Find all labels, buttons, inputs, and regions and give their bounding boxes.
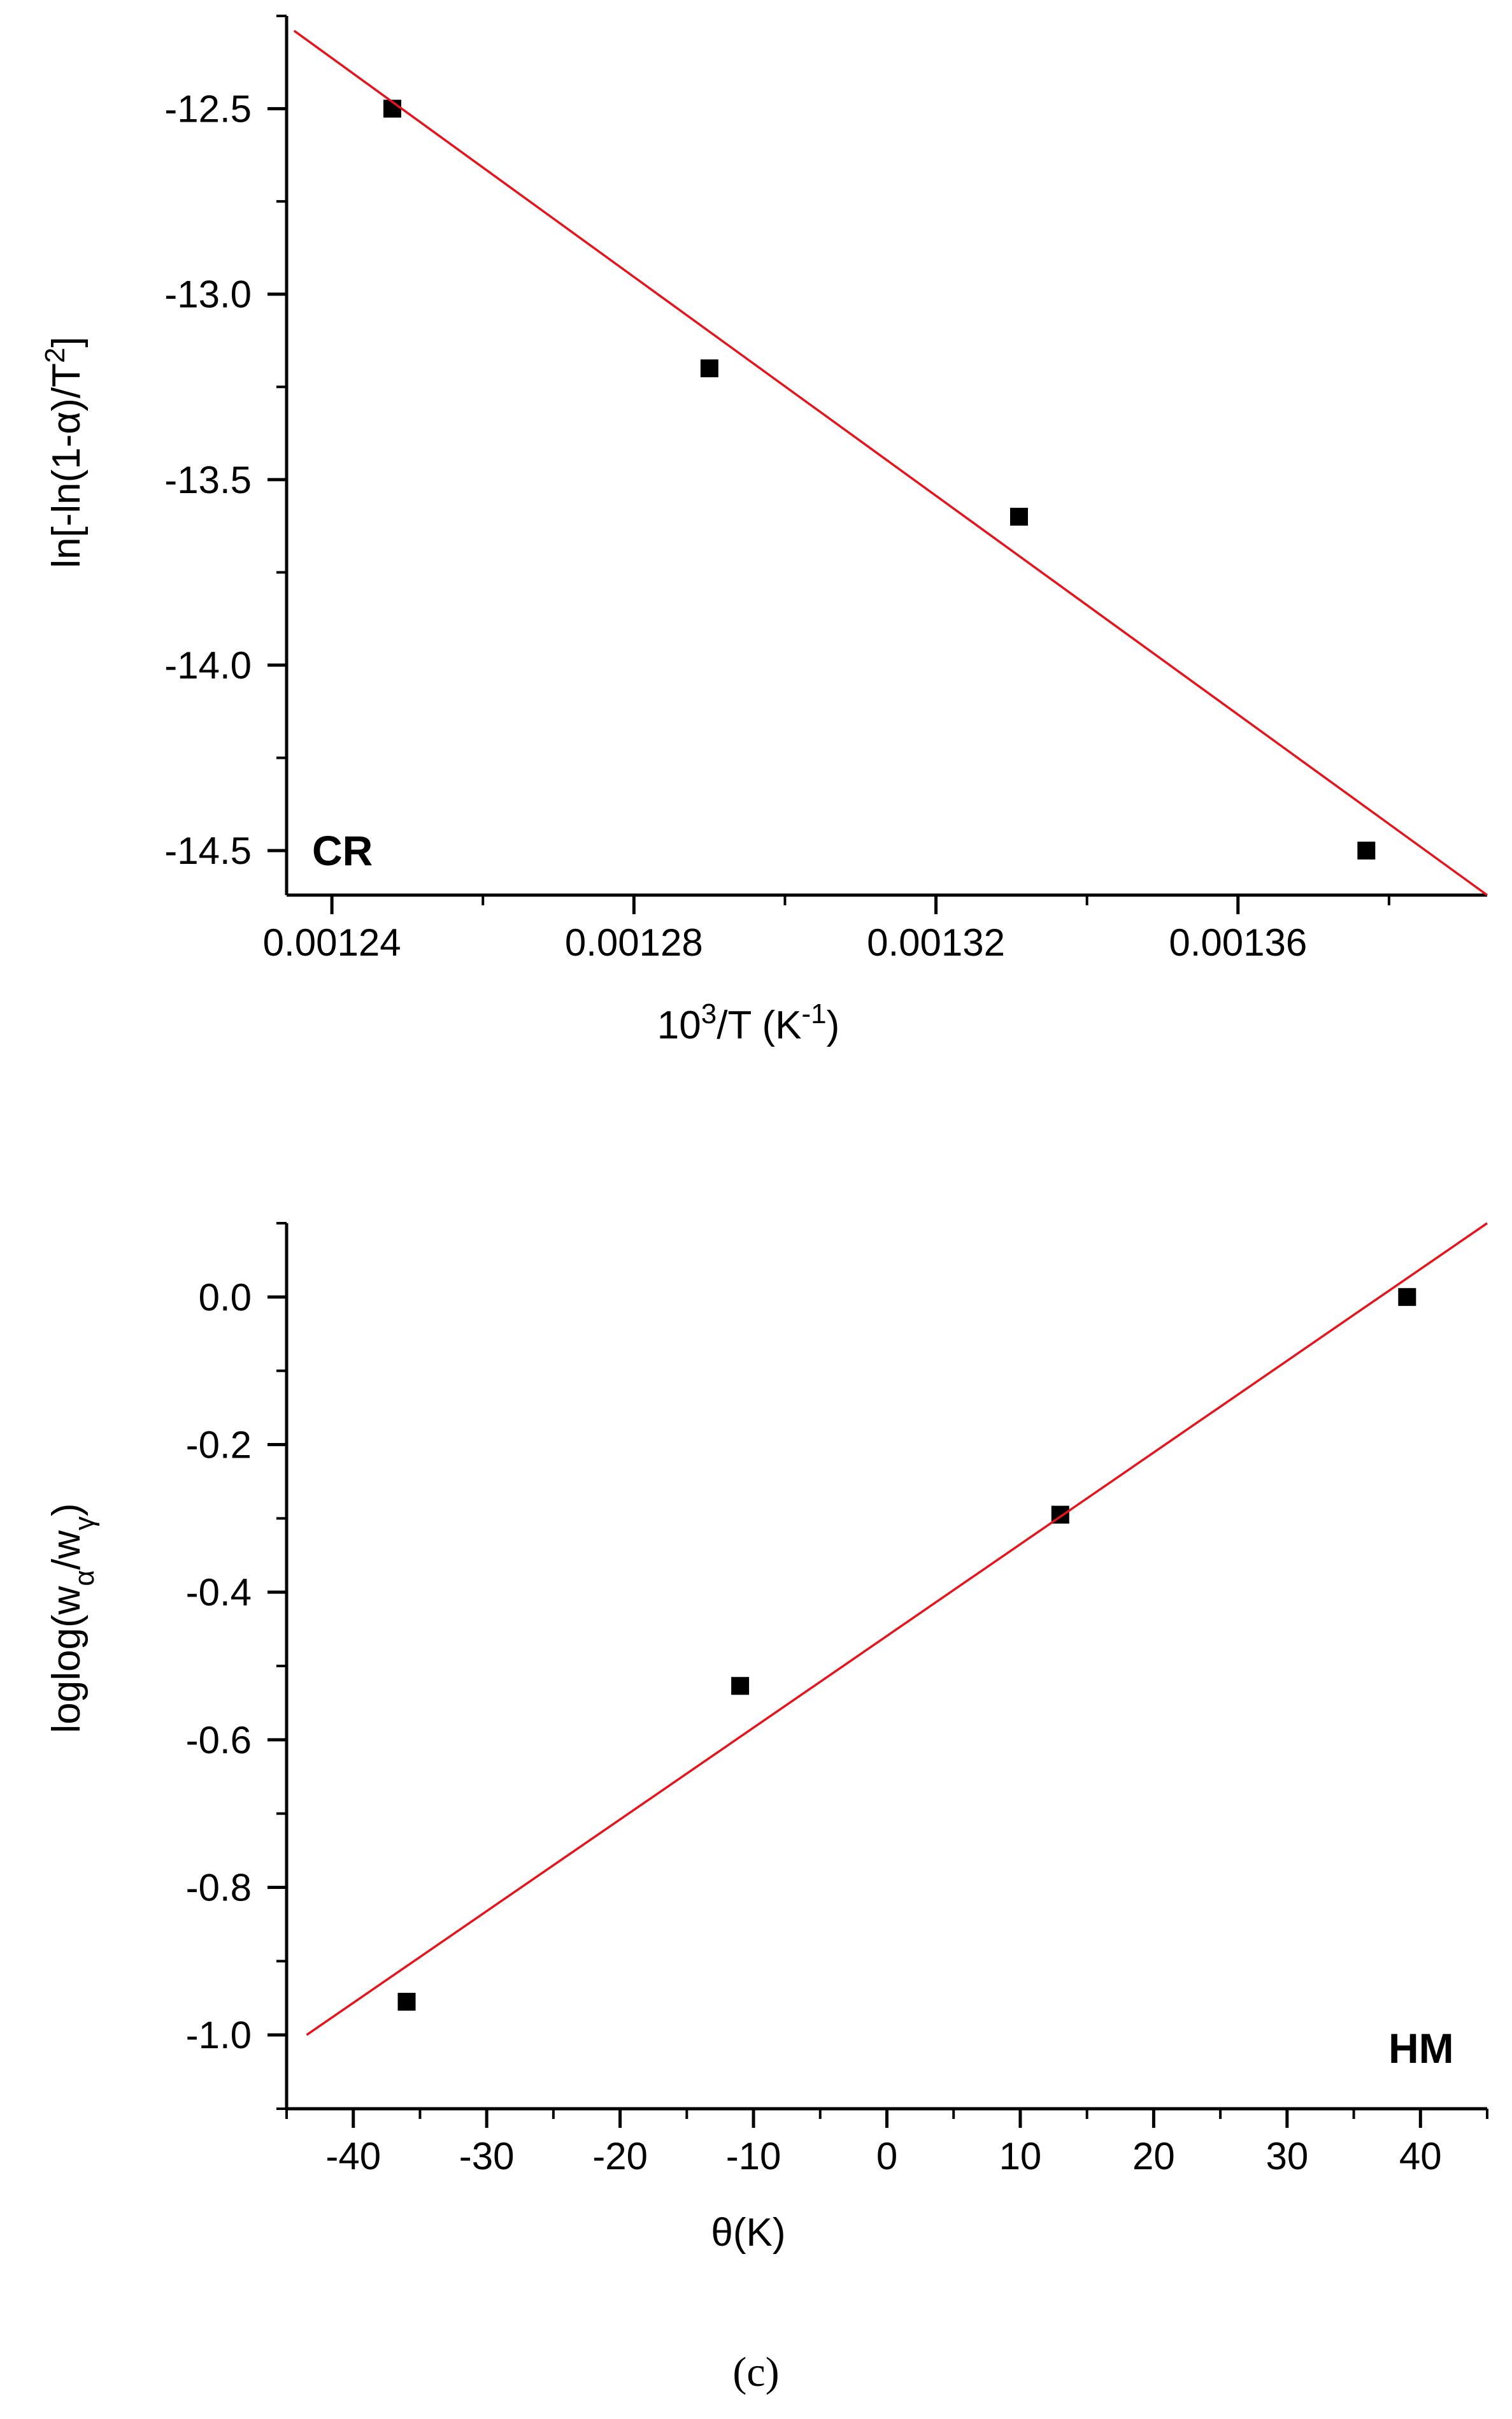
figure-caption: (c) (732, 2349, 779, 2395)
cr-y-tick-label: -13.0 (164, 273, 252, 316)
cr-x-tick-label: 0.00128 (565, 921, 703, 964)
hm-y-tick-label: -0.4 (186, 1571, 252, 1614)
cr-x-tick-label: 0.00136 (1169, 921, 1307, 964)
cr-data-point (700, 359, 718, 378)
hm-data-point (397, 1993, 416, 2011)
chart-hm: -40 -30 -20 -10 0 10 20 30 40 0.0 -0.2 -0.4 -0.6 -0.8… (45, 1222, 1488, 2255)
hm-x-tick-label: -10 (726, 2135, 781, 2178)
hm-x-axis-title: θ(K) (711, 2211, 785, 2255)
cr-x-tick-label: 0.00124 (263, 921, 401, 964)
cr-data-point (1357, 842, 1376, 860)
hm-data-point (1398, 1288, 1416, 1306)
hm-x-tick-label: 10 (999, 2135, 1042, 2178)
cr-y-tick-label: -12.5 (164, 88, 252, 131)
cr-fit-line (293, 29, 1488, 896)
hm-x-tick-label: 0 (876, 2135, 897, 2178)
hm-y-tick-label: -0.8 (186, 1867, 252, 1909)
cr-panel-label: CR (312, 827, 373, 874)
hm-panel-label: HM (1388, 2025, 1454, 2072)
cr-y-tick-label: -14.5 (164, 829, 252, 872)
hm-x-tick-label: -30 (459, 2135, 515, 2178)
cr-x-tick-label: 0.00132 (867, 921, 1005, 964)
hm-x-tick-label: 20 (1132, 2135, 1175, 2178)
hm-data-point (731, 1677, 750, 1695)
hm-y-axis-title: loglog(wα/wγ) (45, 1504, 100, 1733)
hm-x-tick-label: -20 (592, 2135, 648, 2178)
cr-y-axis-title: ln[-ln(1-α)/T2] (39, 336, 89, 568)
cr-x-axis-title: 103/T (K-1) (657, 998, 839, 1047)
hm-marks (306, 1222, 1488, 2036)
cr-axes: 0.00124 0.00128 0.00132 0.00136 -12.5 -13.0 -1… (164, 15, 1487, 964)
cr-data-point (1009, 508, 1028, 526)
cr-y-tick-label: -14.0 (164, 644, 252, 687)
hm-y-tick-label: -0.6 (186, 1719, 252, 1762)
hm-fit-line (306, 1222, 1488, 2036)
cr-y-tick-label: -13.5 (164, 459, 252, 501)
hm-axes: -40 -30 -20 -10 0 10 20 30 40 0.0 -0.2 -0.4 -0.6 -0.8… (186, 1222, 1488, 2178)
cr-marks (293, 29, 1488, 896)
hm-y-tick-label: -1.0 (186, 2014, 252, 2057)
hm-x-tick-label: 30 (1266, 2135, 1308, 2178)
hm-x-tick-label: -40 (325, 2135, 381, 2178)
hm-y-tick-label: 0.0 (199, 1276, 252, 1319)
chart-cr: 0.00124 0.00128 0.00132 0.00136 -12.5 -13.0 -1… (39, 15, 1488, 1047)
hm-x-tick-label: 40 (1399, 2135, 1442, 2178)
hm-y-tick-label: -0.2 (186, 1424, 252, 1467)
